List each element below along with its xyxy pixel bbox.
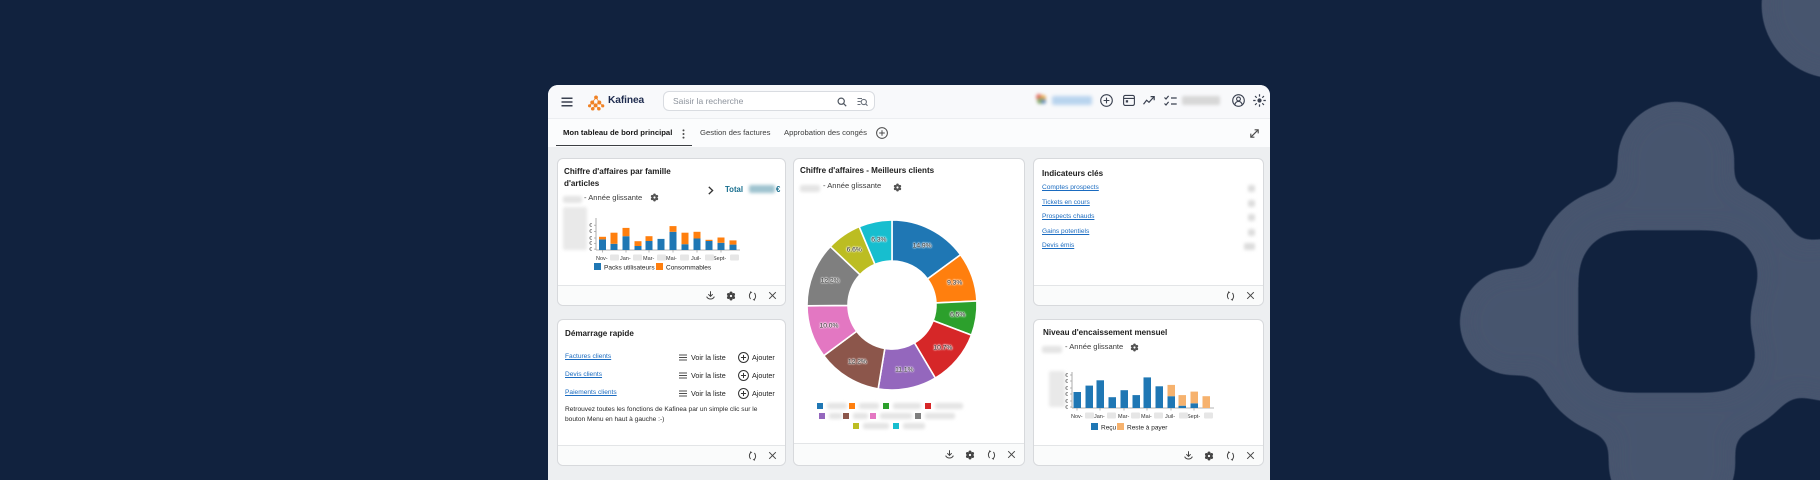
svg-text:Juil-: Juil- [1165,414,1175,420]
svg-text:€: € [1065,379,1068,385]
svg-text:€: € [1065,392,1068,398]
svg-text:Consommables: Consommables [666,265,712,272]
svg-text:Reste à payer: Reste à payer [1127,425,1168,432]
svg-text:€: € [1065,405,1068,411]
svg-text:Nov-: Nov- [596,256,608,262]
svg-text:Mar-: Mar- [1118,414,1129,420]
svg-text:Sept-: Sept- [713,256,726,262]
svg-text:Juil-: Juil- [691,256,701,262]
svg-text:€: € [589,229,592,235]
svg-text:Packs utilisateurs: Packs utilisateurs [604,265,655,272]
svg-text:Mar-: Mar- [643,256,654,262]
svg-text:Reçu: Reçu [1101,425,1117,432]
svg-text:€: € [589,223,592,229]
svg-text:€: € [1065,373,1068,379]
svg-text:€: € [589,241,592,247]
svg-text:€: € [1065,386,1068,392]
svg-text:€: € [589,247,592,253]
svg-text:Mai-: Mai- [666,256,677,262]
svg-text:€: € [589,236,592,242]
svg-text:Nov-: Nov- [1071,414,1083,420]
svg-text:Jan-: Jan- [620,256,631,262]
svg-text:Sept-: Sept- [1187,414,1200,420]
svg-text:Jan-: Jan- [1094,414,1105,420]
svg-text:€: € [1065,399,1068,405]
svg-text:Mai-: Mai- [1141,414,1152,420]
